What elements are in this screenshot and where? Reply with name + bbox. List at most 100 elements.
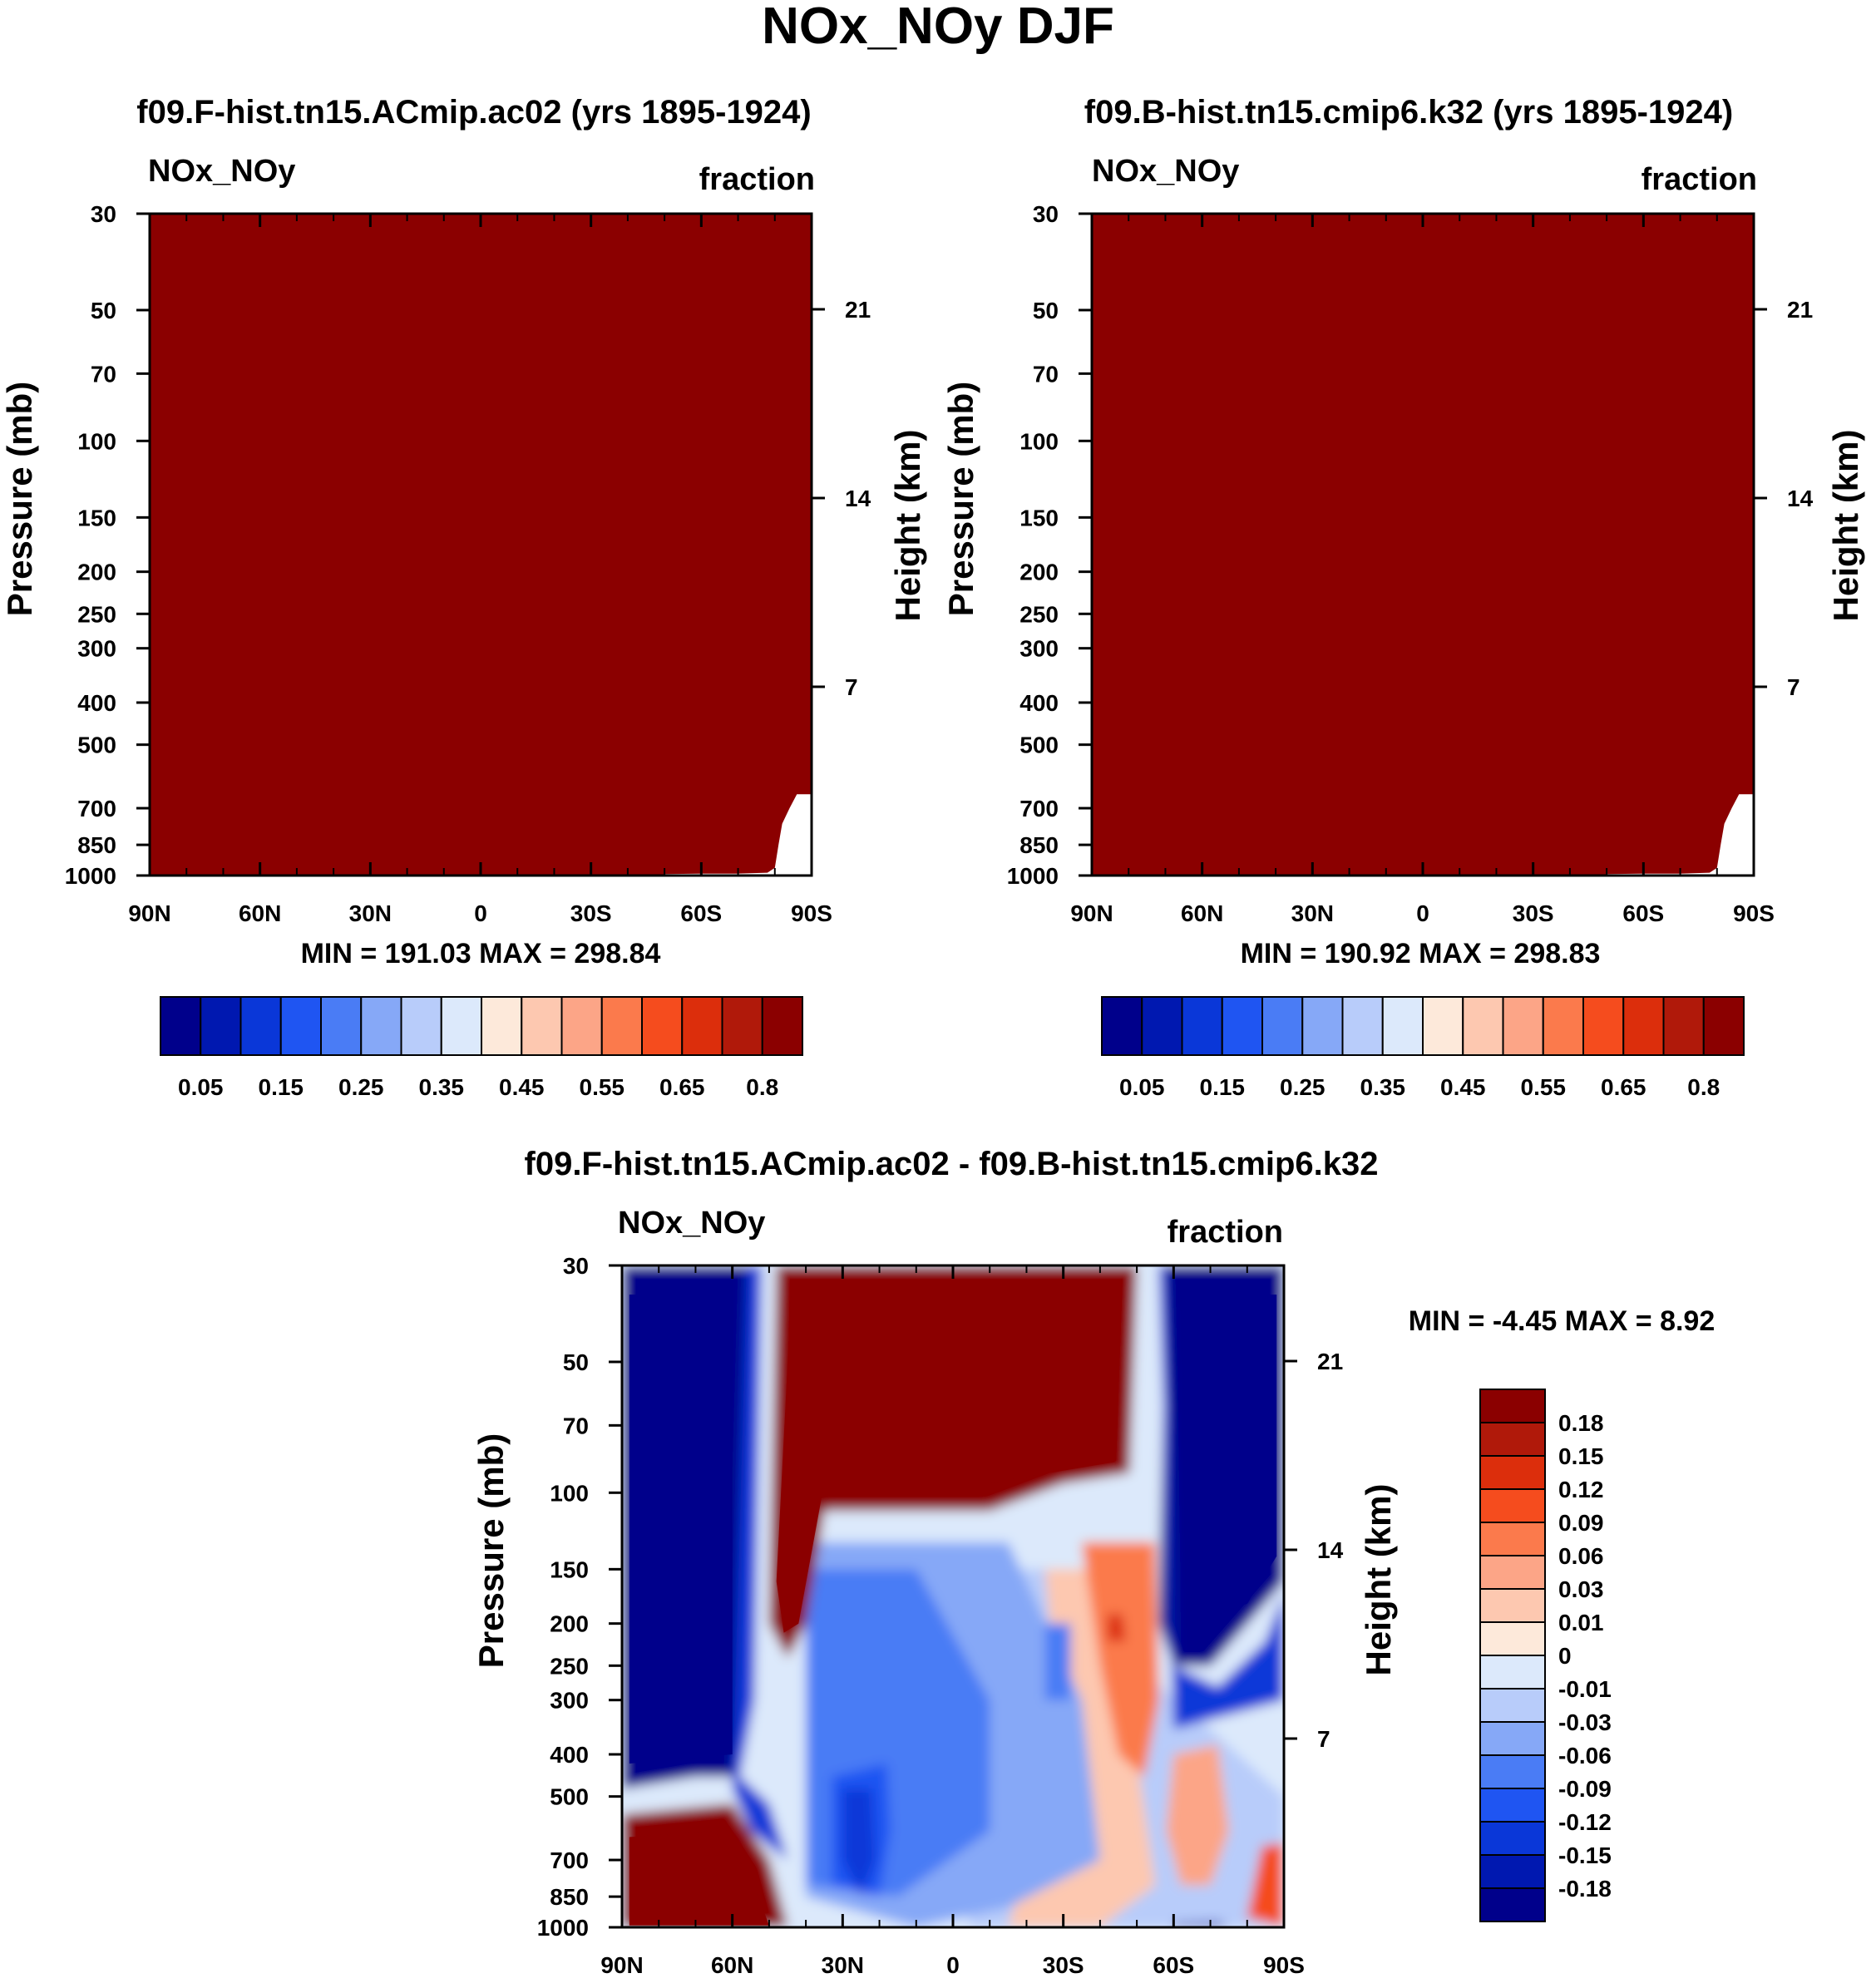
y-tick-label: 250 bbox=[550, 1653, 589, 1679]
latitude-axis: 90N 60N 30N 0 30S 60S 90S bbox=[600, 1265, 1305, 1978]
colorbar-label: 0.55 bbox=[580, 1074, 625, 1100]
y-tick-label: 50 bbox=[1033, 298, 1059, 323]
colorbar-box bbox=[1479, 1621, 1546, 1656]
colorbar-label: -0.09 bbox=[1558, 1776, 1612, 1802]
colorbar-label: 0.55 bbox=[1521, 1074, 1567, 1100]
y-tick-label: 150 bbox=[77, 505, 116, 530]
x-tick-label: 30S bbox=[570, 900, 612, 926]
y-tick-label: 200 bbox=[77, 560, 116, 585]
pressure-axis-label: Pressure (mb) bbox=[471, 1433, 511, 1668]
y-tick-label: 850 bbox=[1019, 832, 1059, 858]
y-tick-label: 300 bbox=[1019, 636, 1059, 662]
contour-core bbox=[629, 1295, 733, 1764]
y-tick-label: 1000 bbox=[1007, 863, 1059, 889]
colorbar-box bbox=[1479, 1422, 1546, 1457]
pressure-axis: 30 50 70 100 150 200 250 300 400 500 700 850 1000 bbox=[537, 1253, 622, 1941]
y-tick-label: 700 bbox=[1019, 796, 1059, 821]
latitude-axis: 90N 60N 30N 0 30S 60S 90S bbox=[1070, 214, 1775, 926]
colorbar-label: 0.05 bbox=[178, 1074, 224, 1100]
colorbar-box bbox=[761, 996, 803, 1056]
y-tick-label: 70 bbox=[91, 361, 116, 387]
colorbar-box bbox=[1422, 996, 1464, 1056]
height-tick-label: 7 bbox=[1317, 1726, 1330, 1752]
colorbar-box bbox=[1479, 1688, 1546, 1723]
pressure-axis: 30 50 70 100 150 200 250 300 400 500 700 850 1000 bbox=[65, 201, 150, 889]
x-tick-label: 90S bbox=[1733, 900, 1775, 926]
x-tick-label: 0 bbox=[946, 1952, 960, 1978]
y-tick-label: 500 bbox=[550, 1784, 589, 1810]
contour-core bbox=[629, 1831, 769, 1926]
colorbar-label: 0.06 bbox=[1558, 1543, 1604, 1569]
y-tick-label: 850 bbox=[550, 1884, 589, 1910]
variable-label: NOx_NOy bbox=[148, 154, 295, 189]
height-axis-label: Height (km) bbox=[1359, 1484, 1398, 1676]
x-tick-label: 30N bbox=[822, 1952, 864, 1978]
height-axis-label: Height (km) bbox=[888, 430, 927, 622]
x-tick-label: 60N bbox=[711, 1952, 753, 1978]
figure-title: NOx_NOy DJF bbox=[762, 0, 1114, 55]
colorbar-box bbox=[1381, 996, 1424, 1056]
field-fill bbox=[150, 214, 812, 876]
y-tick-label: 300 bbox=[77, 636, 116, 662]
colorbar-label: -0.12 bbox=[1558, 1809, 1612, 1835]
colorbar-label: 0.45 bbox=[1440, 1074, 1486, 1100]
height-tick-label: 14 bbox=[1787, 486, 1814, 511]
contour-region bbox=[1107, 1614, 1126, 1642]
below-ground-mask bbox=[1607, 794, 1754, 876]
colorbar-box bbox=[481, 996, 523, 1056]
colorbar-label: 0.15 bbox=[1558, 1443, 1604, 1469]
min-max-stats: MIN = 190.92 MAX = 298.83 bbox=[1241, 938, 1601, 969]
colorbar-box bbox=[1221, 996, 1263, 1056]
colorbar-box bbox=[1479, 1821, 1546, 1856]
colorbar-box bbox=[1502, 996, 1544, 1056]
colorbar-box bbox=[239, 996, 282, 1056]
colorbar-box bbox=[1582, 996, 1625, 1056]
panel-difference: f09.F-hist.tn15.ACmip.ac02 - f09.B-hist.… bbox=[471, 1146, 1715, 1978]
colorbar-box bbox=[641, 996, 684, 1056]
units-label: fraction bbox=[1642, 162, 1757, 197]
panel-title: f09.B-hist.tn15.cmip6.k32 (yrs 1895-1924… bbox=[1084, 94, 1733, 131]
y-tick-label: 30 bbox=[91, 201, 116, 227]
colorbar-label: 0.65 bbox=[1601, 1074, 1646, 1100]
colorbar-label: -0.15 bbox=[1558, 1842, 1612, 1868]
colorbar-box bbox=[1702, 996, 1745, 1056]
y-tick-label: 30 bbox=[1033, 201, 1059, 227]
colorbar-box bbox=[440, 996, 482, 1056]
min-max-stats: MIN = -4.45 MAX = 8.92 bbox=[1409, 1305, 1716, 1337]
colorbar-box bbox=[1341, 996, 1384, 1056]
colorbar-label: 0.35 bbox=[1360, 1074, 1406, 1100]
variable-label: NOx_NOy bbox=[1092, 154, 1239, 189]
colorbar-label: 0.25 bbox=[1280, 1074, 1326, 1100]
panel-test-run: f09.B-hist.tn15.cmip6.k32 (yrs 1895-1924… bbox=[941, 94, 1865, 1100]
field-fill bbox=[1092, 214, 1754, 876]
panel-title: f09.F-hist.tn15.ACmip.ac02 - f09.B-hist.… bbox=[525, 1146, 1379, 1182]
colorbar: 0.05 0.15 0.25 0.35 0.45 0.55 0.65 0.8 bbox=[1101, 996, 1745, 1100]
colorbar: 0.18 0.15 0.12 0.09 0.06 0.03 0.01 0 -0.01 -0.03 -… bbox=[1479, 1389, 1612, 1922]
y-tick-label: 70 bbox=[1033, 361, 1059, 387]
x-tick-label: 60N bbox=[1181, 900, 1223, 926]
x-tick-label: 90S bbox=[791, 900, 832, 926]
x-tick-label: 90N bbox=[128, 900, 170, 926]
y-tick-label: 200 bbox=[550, 1611, 589, 1637]
colorbar-box bbox=[1301, 996, 1344, 1056]
latitude-axis: 90N 60N 30N 0 30S 60S 90S bbox=[128, 214, 832, 926]
colorbar-box bbox=[279, 996, 322, 1056]
height-axis: 21 14 7 bbox=[1754, 297, 1814, 700]
colorbar: 0.05 0.15 0.25 0.35 0.45 0.55 0.65 0.8 bbox=[160, 996, 803, 1100]
colorbar-label: 0.15 bbox=[259, 1074, 304, 1100]
colorbar-label: 0.8 bbox=[746, 1074, 778, 1100]
contour-region bbox=[732, 1265, 787, 1860]
colorbar-box bbox=[1479, 1788, 1546, 1823]
colorbar-box bbox=[1542, 996, 1584, 1056]
colorbar-label: 0.25 bbox=[338, 1074, 384, 1100]
contour-region bbox=[1166, 1744, 1229, 1886]
colorbar-box bbox=[1462, 996, 1504, 1056]
colorbar-box bbox=[1479, 1522, 1546, 1556]
colorbar-box bbox=[1479, 1555, 1546, 1590]
y-tick-label: 100 bbox=[550, 1480, 589, 1506]
y-tick-label: 150 bbox=[1019, 505, 1059, 530]
colorbar-label: 0.35 bbox=[419, 1074, 465, 1100]
colorbar-box bbox=[1622, 996, 1665, 1056]
y-tick-label: 400 bbox=[550, 1742, 589, 1768]
